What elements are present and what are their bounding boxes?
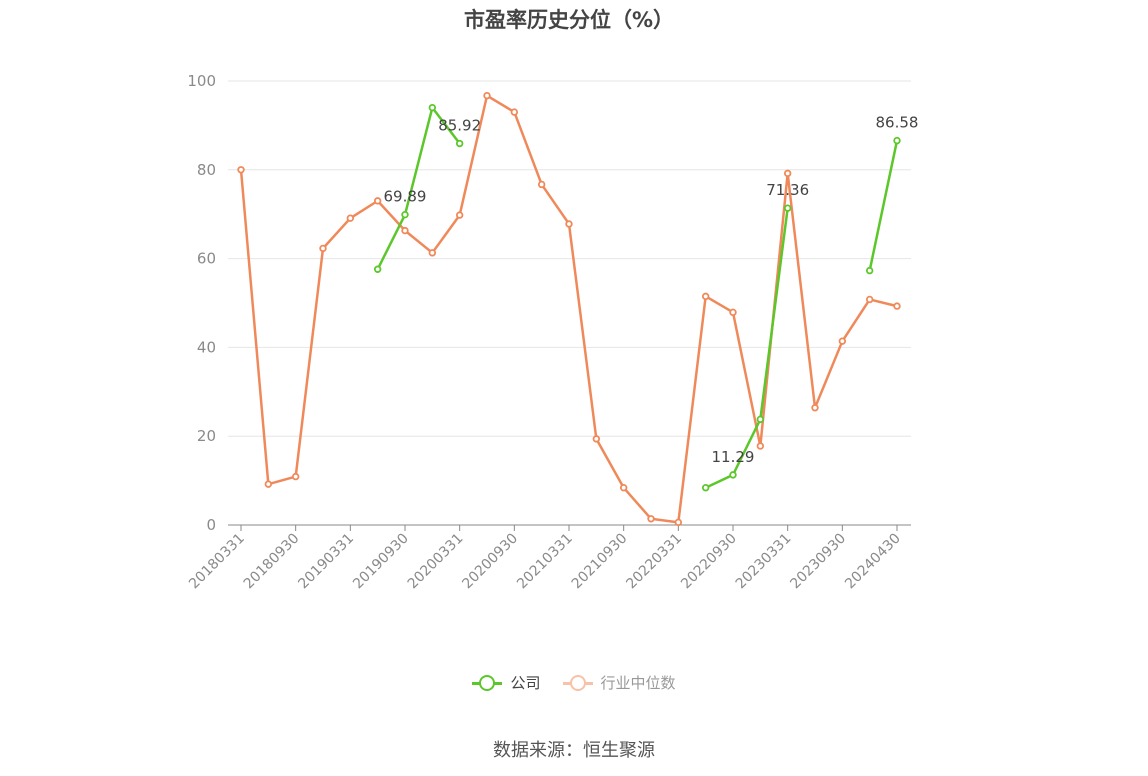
- x-tick-label: 20200331: [405, 531, 467, 593]
- x-tick-label: 20200930: [459, 531, 521, 593]
- data-point[interactable]: [319, 244, 327, 253]
- x-tick-label: 20180930: [241, 531, 303, 593]
- legend: 公司 行业中位数: [0, 672, 1148, 693]
- data-point[interactable]: [401, 210, 409, 219]
- legend-company-label: 公司: [510, 674, 541, 692]
- data-point[interactable]: [701, 292, 710, 301]
- data-point[interactable]: [701, 484, 710, 492]
- x-tick-label: 20240430: [842, 531, 904, 593]
- y-tick-label: 0: [206, 516, 216, 534]
- data-label: 85.92: [438, 117, 481, 135]
- data-point[interactable]: [428, 249, 437, 257]
- data-label: 69.89: [384, 188, 427, 206]
- series-line: [239, 94, 898, 524]
- data-point[interactable]: [565, 220, 573, 228]
- x-tick-label: 20190930: [350, 531, 412, 593]
- data-point[interactable]: [674, 518, 683, 527]
- line-chart: 0 20 40 60 80 100 201803312018093020190331201…: [186, 72, 919, 592]
- x-axis-ticks: 2018033120180930201903312019093020200331…: [186, 525, 904, 592]
- data-point[interactable]: [455, 211, 464, 219]
- data-point[interactable]: [537, 180, 546, 189]
- y-tick-label: 60: [197, 250, 216, 268]
- x-tick-label: 20230930: [787, 531, 849, 593]
- y-tick-label: 40: [197, 338, 216, 356]
- y-axis-ticks: 0 20 40 60 80 100: [187, 72, 216, 534]
- data-label: 71.36: [766, 181, 809, 199]
- data-point[interactable]: [483, 91, 491, 100]
- data-label: 11.29: [712, 448, 755, 466]
- series-line: [376, 106, 461, 270]
- x-tick-label: 20190331: [295, 531, 357, 593]
- data-point[interactable]: [756, 442, 765, 450]
- x-tick-label: 20220930: [678, 531, 740, 593]
- data-point[interactable]: [373, 265, 382, 273]
- x-tick-label: 20210331: [514, 531, 576, 593]
- data-point[interactable]: [811, 404, 819, 412]
- data-point[interactable]: [647, 515, 655, 523]
- x-tick-label: 20230331: [733, 531, 795, 593]
- data-source: 数据来源：恒生聚源: [493, 740, 655, 761]
- data-point[interactable]: [783, 169, 792, 178]
- data-label: 86.58: [876, 114, 919, 132]
- grid-lines: [228, 80, 911, 437]
- data-point[interactable]: [729, 471, 737, 479]
- legend-industry-label: 行业中位数: [600, 674, 676, 692]
- data-point[interactable]: [428, 103, 437, 112]
- series-line: [868, 140, 899, 271]
- data-point[interactable]: [401, 226, 409, 235]
- data-point[interactable]: [237, 166, 245, 174]
- data-labels: 69.89 85.92 11.29 71.36 86.58: [384, 114, 919, 466]
- x-tick-label: 20220331: [623, 531, 685, 593]
- data-point[interactable]: [264, 480, 273, 488]
- data-point[interactable]: [729, 308, 737, 317]
- series-line: [705, 208, 789, 489]
- data-point[interactable]: [756, 415, 765, 424]
- legend-item-industry[interactable]: 行业中位数: [562, 672, 676, 693]
- data-point[interactable]: [893, 136, 901, 145]
- y-tick-label: 100: [187, 72, 216, 90]
- data-point[interactable]: [783, 204, 792, 212]
- x-tick-label: 20210930: [569, 531, 631, 593]
- x-tick-label: 20180331: [186, 531, 248, 593]
- legend-industry-marker-icon: [562, 673, 593, 693]
- y-tick-label: 20: [197, 427, 216, 445]
- data-point[interactable]: [865, 295, 874, 304]
- data-point[interactable]: [893, 302, 901, 310]
- series-company: [373, 103, 901, 492]
- data-point[interactable]: [619, 484, 628, 492]
- data-point[interactable]: [455, 139, 464, 148]
- data-point[interactable]: [592, 435, 601, 443]
- legend-company-marker-icon: [472, 673, 503, 693]
- legend-item-company[interactable]: 公司: [472, 672, 541, 693]
- data-point[interactable]: [373, 197, 382, 205]
- y-tick-label: 80: [197, 161, 216, 179]
- data-point[interactable]: [865, 266, 874, 275]
- series-lines: [237, 91, 901, 527]
- data-point[interactable]: [510, 108, 519, 116]
- data-point[interactable]: [346, 214, 355, 222]
- chart-title: 市盈率历史分位（%）: [463, 8, 675, 32]
- data-point[interactable]: [291, 472, 300, 481]
- series-industry: [237, 91, 901, 527]
- data-point[interactable]: [838, 337, 847, 345]
